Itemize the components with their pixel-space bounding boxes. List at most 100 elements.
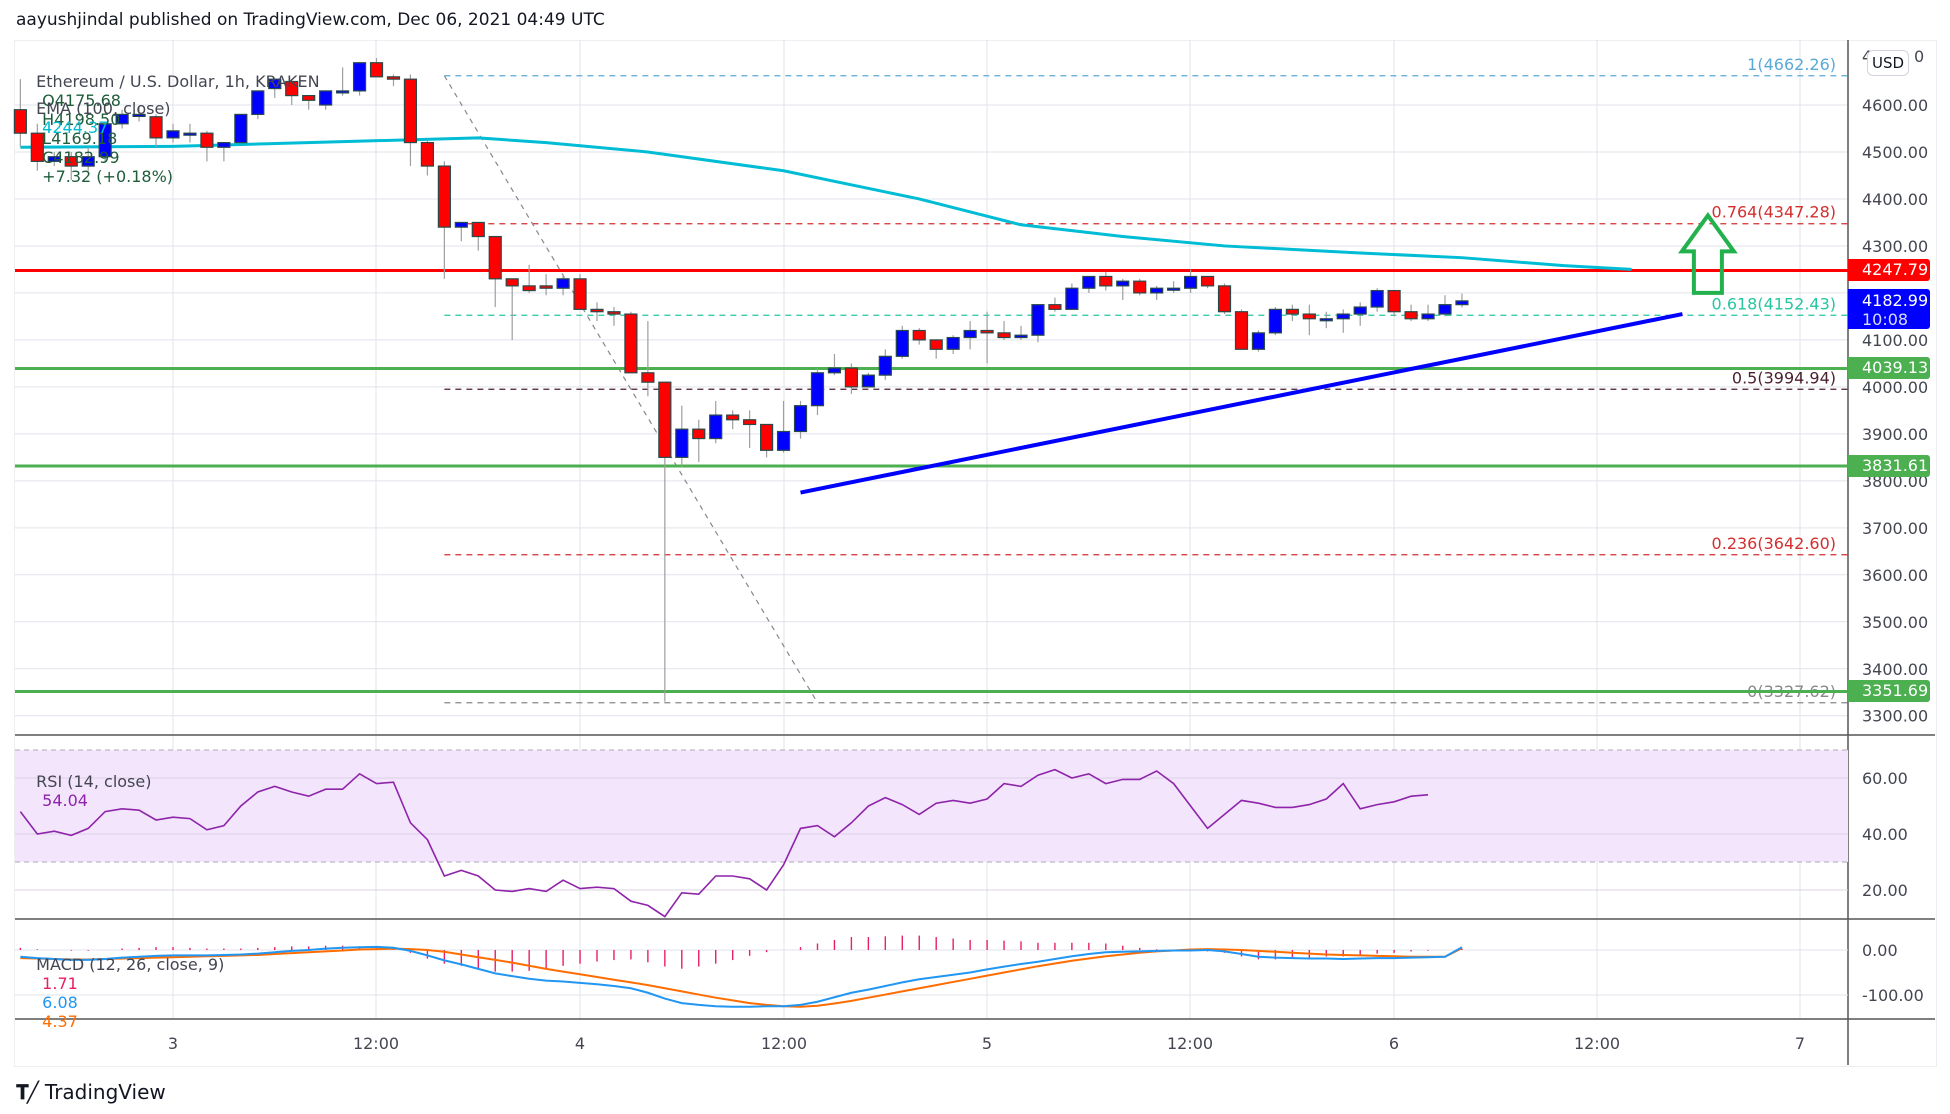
candle-bearish (624, 313, 638, 374)
candle-bearish (64, 156, 78, 167)
candle-bullish (878, 355, 892, 376)
candle-bearish (302, 95, 316, 101)
macd-axis-label: -100.00 (1862, 986, 1924, 1005)
candle-bullish (1336, 313, 1350, 320)
rsi-axis-label: 60.00 (1862, 769, 1908, 788)
candle-bullish (861, 374, 875, 388)
macd-hist-value: 1.71 (42, 974, 78, 993)
candle-bearish (539, 285, 553, 289)
candle-bearish (437, 165, 451, 228)
fib-level-label: 0.236(3642.60) (1712, 534, 1836, 553)
fib-diagonal-line (443, 75, 818, 704)
candle-bearish (471, 221, 485, 238)
price-badge-value: 4182.99 (1862, 290, 1929, 310)
currency-button[interactable]: USD (1867, 50, 1909, 76)
price-badge: 3351.69 (1848, 680, 1930, 703)
time-axis-label: 7 (1795, 1034, 1805, 1053)
candle-bullish (1183, 275, 1198, 289)
candle-bullish (251, 90, 265, 115)
candle-bearish (1048, 304, 1062, 310)
candle-bullish (675, 428, 689, 458)
macd-line-value: 6.08 (42, 993, 78, 1012)
price-axis-label: 4400.00 (1862, 190, 1928, 209)
time-axis-label: 12:00 (353, 1034, 399, 1053)
candle-bullish (1150, 287, 1164, 294)
candle-bullish (1014, 334, 1028, 339)
candle-bearish (1217, 285, 1232, 313)
candle-bullish (1167, 287, 1181, 291)
price-badge-value: 3351.69 (1862, 681, 1929, 701)
price-badge-value: 3831.61 (1862, 455, 1929, 475)
tradingview-mark-icon: 𝐓╱ (16, 1080, 39, 1104)
candle-bearish (1285, 308, 1299, 315)
time-axis-label: 3 (168, 1034, 178, 1053)
macd-line (20, 945, 1463, 1008)
candle-bullish (1421, 313, 1435, 320)
candle-bullish (336, 90, 350, 94)
candle-bearish (573, 278, 587, 310)
macd-label: MACD (12, 26, close, 9) (36, 955, 225, 974)
time-axis-label: 12:00 (1167, 1034, 1213, 1053)
candle-bullish (217, 141, 231, 148)
price-badge-countdown: 10:08 (1862, 309, 1909, 329)
open-value: O4175.68 (42, 91, 121, 110)
ascending-trendline[interactable] (800, 312, 1683, 495)
rsi-axis-label: 20.00 (1862, 881, 1908, 900)
candle-bullish (1251, 332, 1266, 350)
low-value: L4169.18 (42, 129, 118, 148)
candle-bearish (997, 332, 1011, 339)
candle-bearish (30, 132, 44, 162)
price-axis-label: 4300.00 (1862, 237, 1928, 256)
candle-bullish (556, 278, 570, 289)
price-axis-label: 3600.00 (1862, 566, 1928, 585)
candle-bullish (98, 123, 112, 158)
candle-bullish (1031, 304, 1045, 336)
candle-bearish (1133, 280, 1147, 294)
candle-bearish (1387, 289, 1401, 313)
candle-bullish (166, 130, 180, 139)
candle-bearish (929, 339, 943, 350)
candle-bullish (115, 113, 129, 125)
fib-level-label: 0.618(4152.43) (1712, 294, 1836, 313)
candle-bearish (590, 308, 604, 313)
candle-bearish (13, 109, 27, 134)
candle-bearish (420, 141, 434, 167)
ema-label: EMA (100, close) (36, 99, 171, 118)
candle-bearish (505, 278, 519, 287)
published-caption: aayushjindal published on TradingView.co… (16, 10, 605, 30)
candle-bearish (658, 381, 672, 458)
fib-level-label: 1(4662.26) (1747, 55, 1836, 74)
candle-bearish (1404, 311, 1418, 320)
candle-bearish (369, 62, 384, 78)
time-axis-label: 4 (575, 1034, 585, 1053)
rsi-axis-label: 40.00 (1862, 825, 1908, 844)
candle-bearish (1302, 313, 1316, 320)
candle-bullish (268, 78, 282, 90)
price-badge: 3831.61 (1848, 454, 1930, 477)
close-value: C4182.99 (42, 148, 120, 167)
candle-bullish (1116, 280, 1130, 287)
price-axis-label: 3700.00 (1862, 519, 1928, 538)
price-axis-label: 4500.00 (1862, 143, 1928, 162)
tradingview-logo[interactable]: 𝐓╱ TradingView (16, 1080, 166, 1104)
candle-bullish (709, 414, 723, 440)
up-arrow-icon (1677, 211, 1738, 295)
ema-value: 4244.37 (42, 118, 109, 137)
candle-bullish (47, 156, 61, 162)
candle-bearish (1099, 275, 1113, 287)
candle-bullish (1082, 275, 1096, 289)
price-axis-label: 3500.00 (1862, 613, 1928, 632)
ema-legend: EMA (100, close) 4244.37 (26, 80, 171, 137)
candle-bullish (895, 329, 909, 357)
candle-bullish (1319, 318, 1333, 322)
candle-bullish (454, 221, 468, 228)
candle-bullish (946, 336, 960, 350)
tradingview-brand: TradingView (44, 1080, 166, 1104)
price-badge: 4182.99 10:08 (1848, 288, 1930, 329)
rsi-value: 54.04 (42, 791, 88, 810)
candle-bullish (1065, 287, 1079, 310)
candle-bearish (641, 372, 655, 383)
chart-frame[interactable] (14, 40, 1937, 1067)
candle-bullish (810, 372, 825, 407)
